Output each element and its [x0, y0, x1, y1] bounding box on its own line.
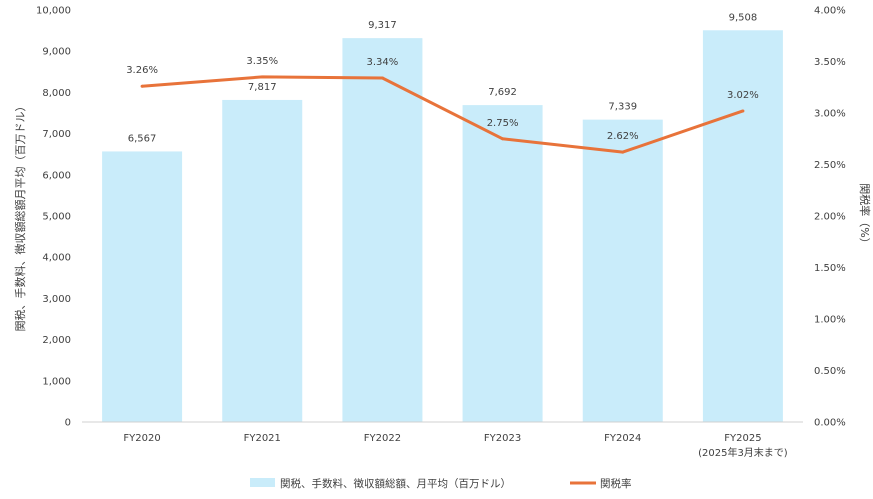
- category-sublabel: (2025年3月末まで): [698, 446, 788, 459]
- rate-point: [140, 84, 144, 88]
- rate-value-label: 2.62%: [607, 131, 639, 142]
- category-label: FY2022: [364, 433, 401, 444]
- bar-value-label: 9,317: [368, 20, 397, 31]
- category-label: FY2020: [123, 433, 160, 444]
- left-tick-label: 0: [65, 418, 71, 429]
- category-label: FY2023: [484, 433, 521, 444]
- category-label: FY2024: [604, 433, 641, 444]
- right-tick-label: 0.50%: [814, 366, 846, 377]
- bar-value-label: 7,692: [488, 87, 517, 98]
- bar-value-label: 6,567: [128, 133, 157, 144]
- bar: [342, 38, 423, 423]
- right-tick-label: 3.50%: [814, 57, 846, 68]
- left-axis-ticks: 0 1,000 2,000 3,000 4,000 5,000 6,000 7,000 8,00…: [36, 6, 71, 429]
- category-labels: FY2020 FY2021 FY2022 FY2023 FY2024 FY2025 (202…: [123, 433, 787, 459]
- rate-value-label: 3.26%: [126, 65, 158, 76]
- bar: [222, 99, 303, 422]
- left-tick-label: 1,000: [42, 376, 71, 387]
- right-tick-label: 0.00%: [814, 418, 846, 429]
- left-tick-label: 5,000: [42, 212, 71, 223]
- bar-data-labels: 6,567 7,817 9,317 7,692 7,339 9,508: [128, 12, 757, 144]
- rate-value-label: 3.34%: [367, 57, 399, 68]
- rate-point: [621, 150, 625, 154]
- left-axis-title: 関税、手数料、徴収額総額月平均（百万ドル）: [13, 101, 27, 332]
- rate-point: [380, 76, 384, 80]
- bar: [582, 119, 663, 422]
- bar: [102, 151, 183, 422]
- left-tick-label: 4,000: [42, 253, 71, 264]
- left-tick-label: 8,000: [42, 88, 71, 99]
- left-tick-label: 3,000: [42, 294, 71, 305]
- category-label: FY2021: [244, 433, 281, 444]
- legend-bar-swatch: [250, 478, 275, 487]
- left-tick-label: 2,000: [42, 335, 71, 346]
- line-data-labels: 3.26% 3.35% 3.34% 2.75% 2.62% 3.02%: [126, 56, 759, 142]
- rate-point: [501, 137, 505, 141]
- right-tick-label: 1.00%: [814, 315, 846, 326]
- rate-value-label: 3.35%: [246, 56, 278, 67]
- rate-line: [141, 75, 744, 154]
- right-axis-title: 関税率（%）: [858, 183, 872, 248]
- line-series: [140, 75, 745, 154]
- rate-point: [260, 75, 264, 79]
- left-tick-label: 10,000: [36, 6, 71, 17]
- left-tick-label: 6,000: [42, 170, 71, 181]
- legend-bar-label: 関税、手数料、徴収額総額、月平均（百万ドル）: [280, 477, 511, 490]
- bar-series: [102, 30, 783, 423]
- right-axis-ticks: 0.00% 0.50% 1.00% 1.50% 2.00% 2.50% 3.00% 3.50%…: [814, 6, 846, 429]
- right-tick-label: 4.00%: [814, 6, 846, 17]
- right-tick-label: 2.50%: [814, 160, 846, 171]
- bar-value-label: 9,508: [729, 12, 758, 23]
- legend: 関税、手数料、徴収額総額、月平均（百万ドル） 関税率: [250, 477, 632, 490]
- right-tick-label: 1.50%: [814, 263, 846, 274]
- rate-value-label: 3.02%: [727, 90, 759, 101]
- bar: [702, 30, 783, 423]
- left-tick-label: 9,000: [42, 47, 71, 58]
- right-tick-label: 2.00%: [814, 212, 846, 223]
- bar-value-label: 7,817: [248, 82, 277, 93]
- rate-value-label: 2.75%: [487, 118, 519, 129]
- bar-value-label: 7,339: [608, 102, 637, 113]
- legend-line-label: 関税率: [600, 477, 632, 490]
- bar: [462, 105, 543, 422]
- right-tick-label: 3.00%: [814, 109, 846, 120]
- category-label: FY2025: [724, 433, 761, 444]
- rate-point: [741, 109, 745, 113]
- left-tick-label: 7,000: [42, 129, 71, 140]
